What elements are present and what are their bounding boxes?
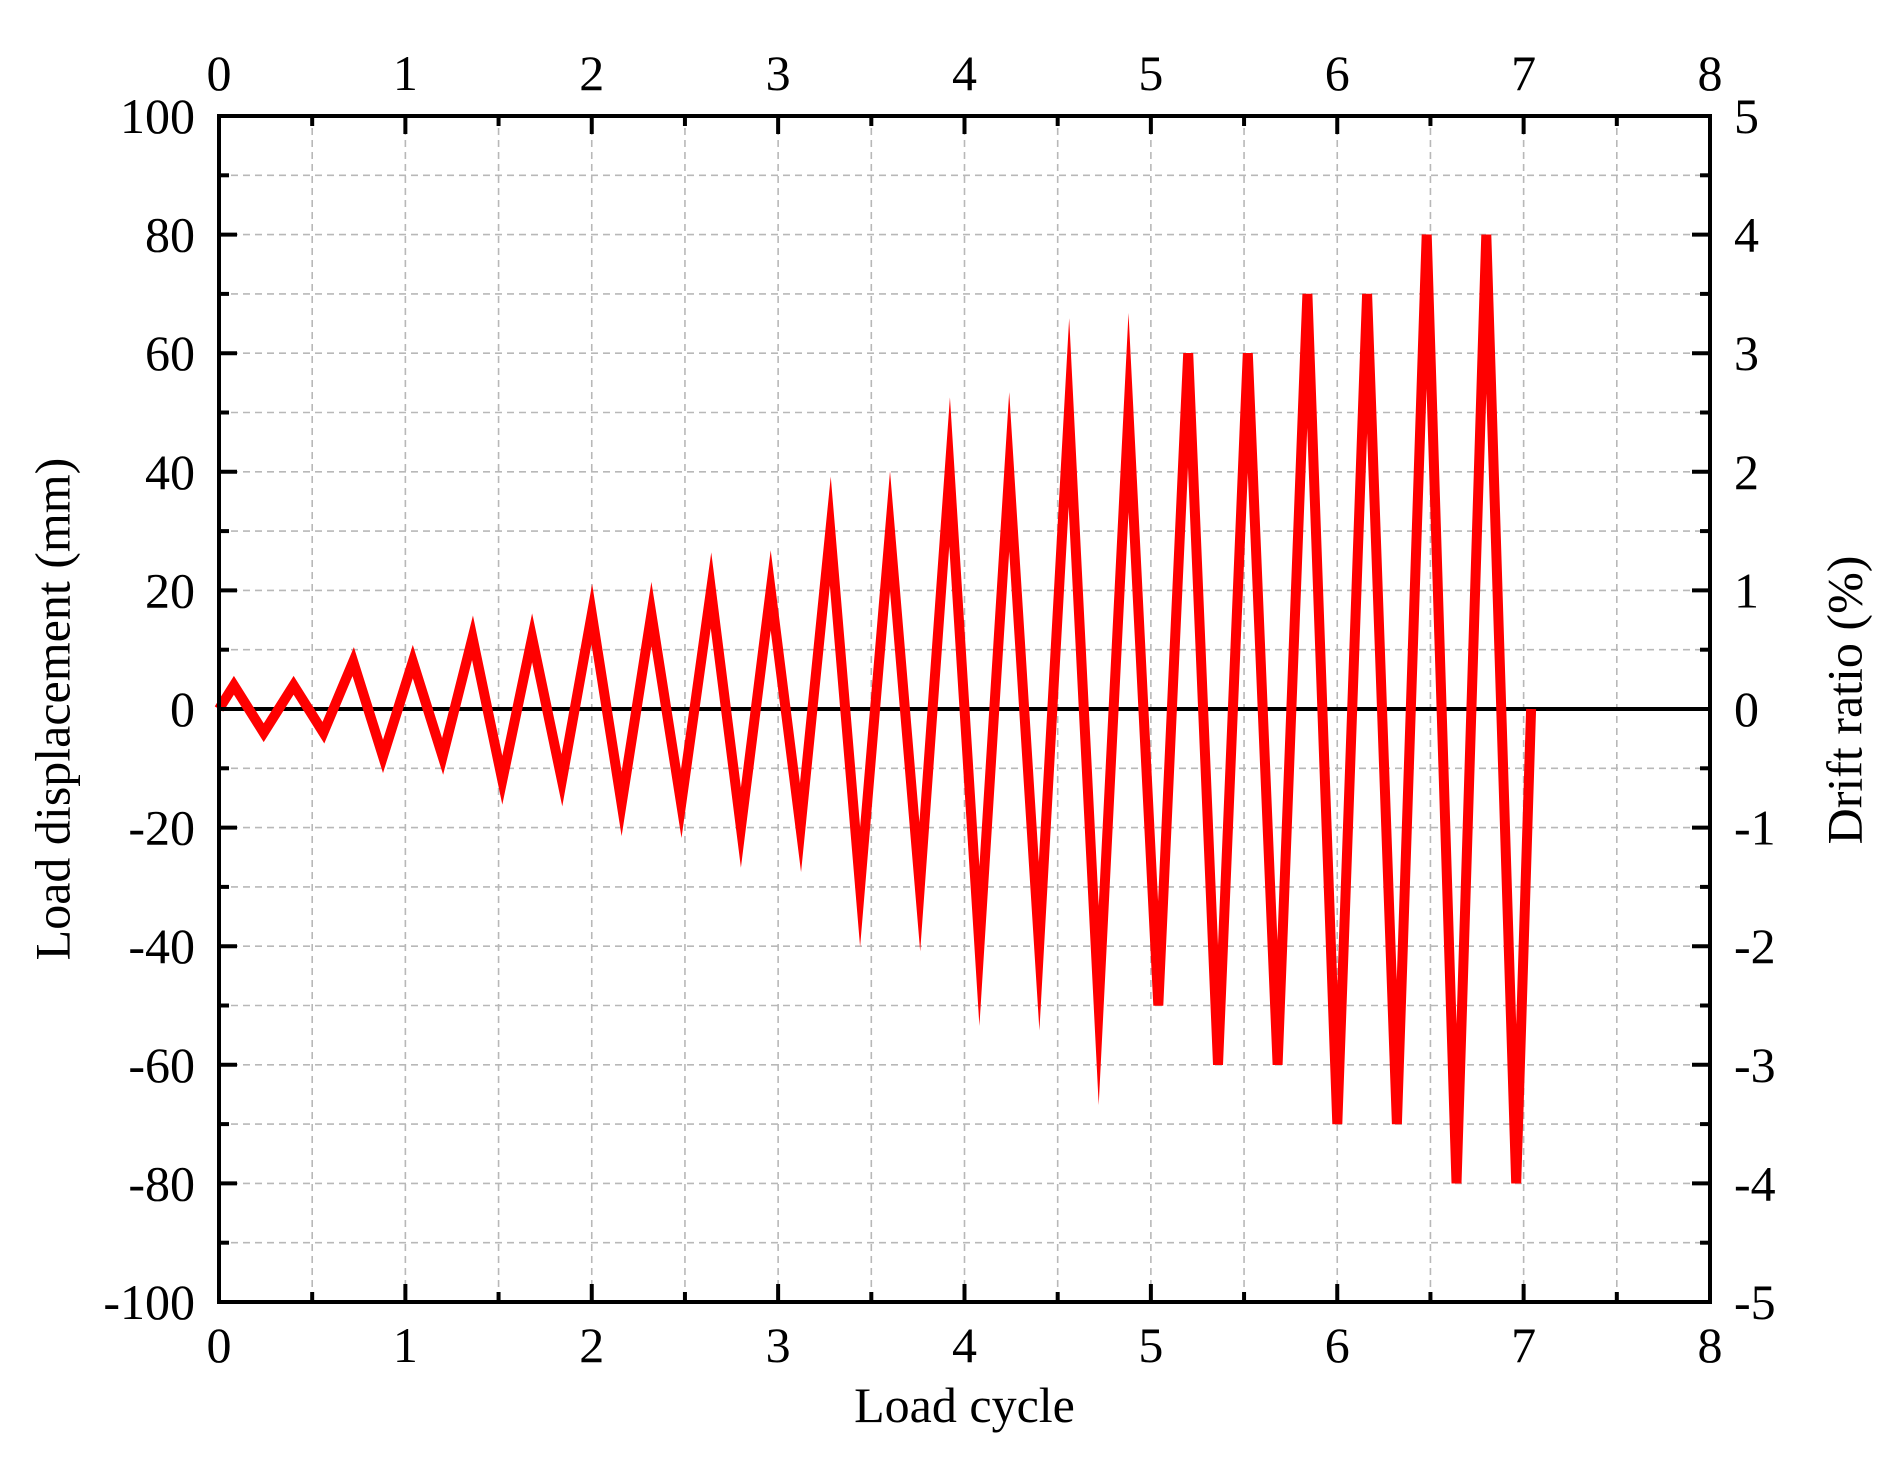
y-right-tick-label: 0 [1734, 681, 1759, 737]
x-bottom-tick-label: 1 [393, 1317, 418, 1373]
x-bottom-tick-label: 3 [766, 1317, 791, 1373]
y-left-tick-label: -80 [128, 1155, 195, 1211]
y-right-tick-label: -2 [1734, 918, 1776, 974]
y-left-tick-label: 0 [170, 681, 195, 737]
x-top-tick-label: 7 [1511, 45, 1536, 101]
x-bottom-tick-label: 2 [579, 1317, 604, 1373]
y-right-tick-label: -4 [1734, 1155, 1776, 1211]
y-right-tick-label: 5 [1734, 88, 1759, 144]
y-left-tick-label: -60 [128, 1037, 195, 1093]
x-top-tick-label: 4 [952, 45, 977, 101]
x-top-tick-label: 6 [1325, 45, 1350, 101]
y-left-tick-label: 60 [145, 325, 195, 381]
y-right-tick-label: 1 [1734, 562, 1759, 618]
x-bottom-tick-label: 5 [1138, 1317, 1163, 1373]
y-right-tick-label: 4 [1734, 207, 1759, 263]
y-left-tick-label: 80 [145, 207, 195, 263]
x-top-tick-label: 8 [1698, 45, 1723, 101]
tick-layer [217, 114, 1712, 1304]
y-right-tick-label: 2 [1734, 444, 1759, 500]
y-right-tick-label: 3 [1734, 325, 1759, 381]
x-top-tick-label: 2 [579, 45, 604, 101]
y-left-tick-label: 100 [120, 88, 195, 144]
y-right-tick-label: -1 [1734, 800, 1776, 856]
y-axis-title: Load displacement (mm) [24, 458, 80, 961]
y-right-tick-label: -5 [1734, 1274, 1776, 1330]
x-top-tick-label: 5 [1138, 45, 1163, 101]
x-bottom-tick-label: 8 [1698, 1317, 1723, 1373]
displacement-series-line [214, 234, 1537, 1184]
x-top-tick-label: 3 [766, 45, 791, 101]
x-bottom-tick-label: 0 [207, 1317, 232, 1373]
y-left-tick-label: -40 [128, 918, 195, 974]
y-left-tick-label: 20 [145, 562, 195, 618]
x-bottom-tick-label: 4 [952, 1317, 977, 1373]
y-left-tick-label: -20 [128, 800, 195, 856]
x-top-tick-label: 0 [207, 45, 232, 101]
y-left-tick-label: -100 [103, 1274, 195, 1330]
x-axis-title: Load cycle [854, 1377, 1075, 1433]
x-top-tick-label: 1 [393, 45, 418, 101]
y-right-tick-label: -3 [1734, 1037, 1776, 1093]
x-bottom-tick-label: 7 [1511, 1317, 1536, 1373]
x-bottom-tick-label: 6 [1325, 1317, 1350, 1373]
y2-axis-title: Drift ratio (%) [1816, 556, 1872, 845]
tick-label-layer: 001122334455667788-100-80-60-40-20020406… [103, 45, 1775, 1373]
y-left-tick-label: 40 [145, 444, 195, 500]
